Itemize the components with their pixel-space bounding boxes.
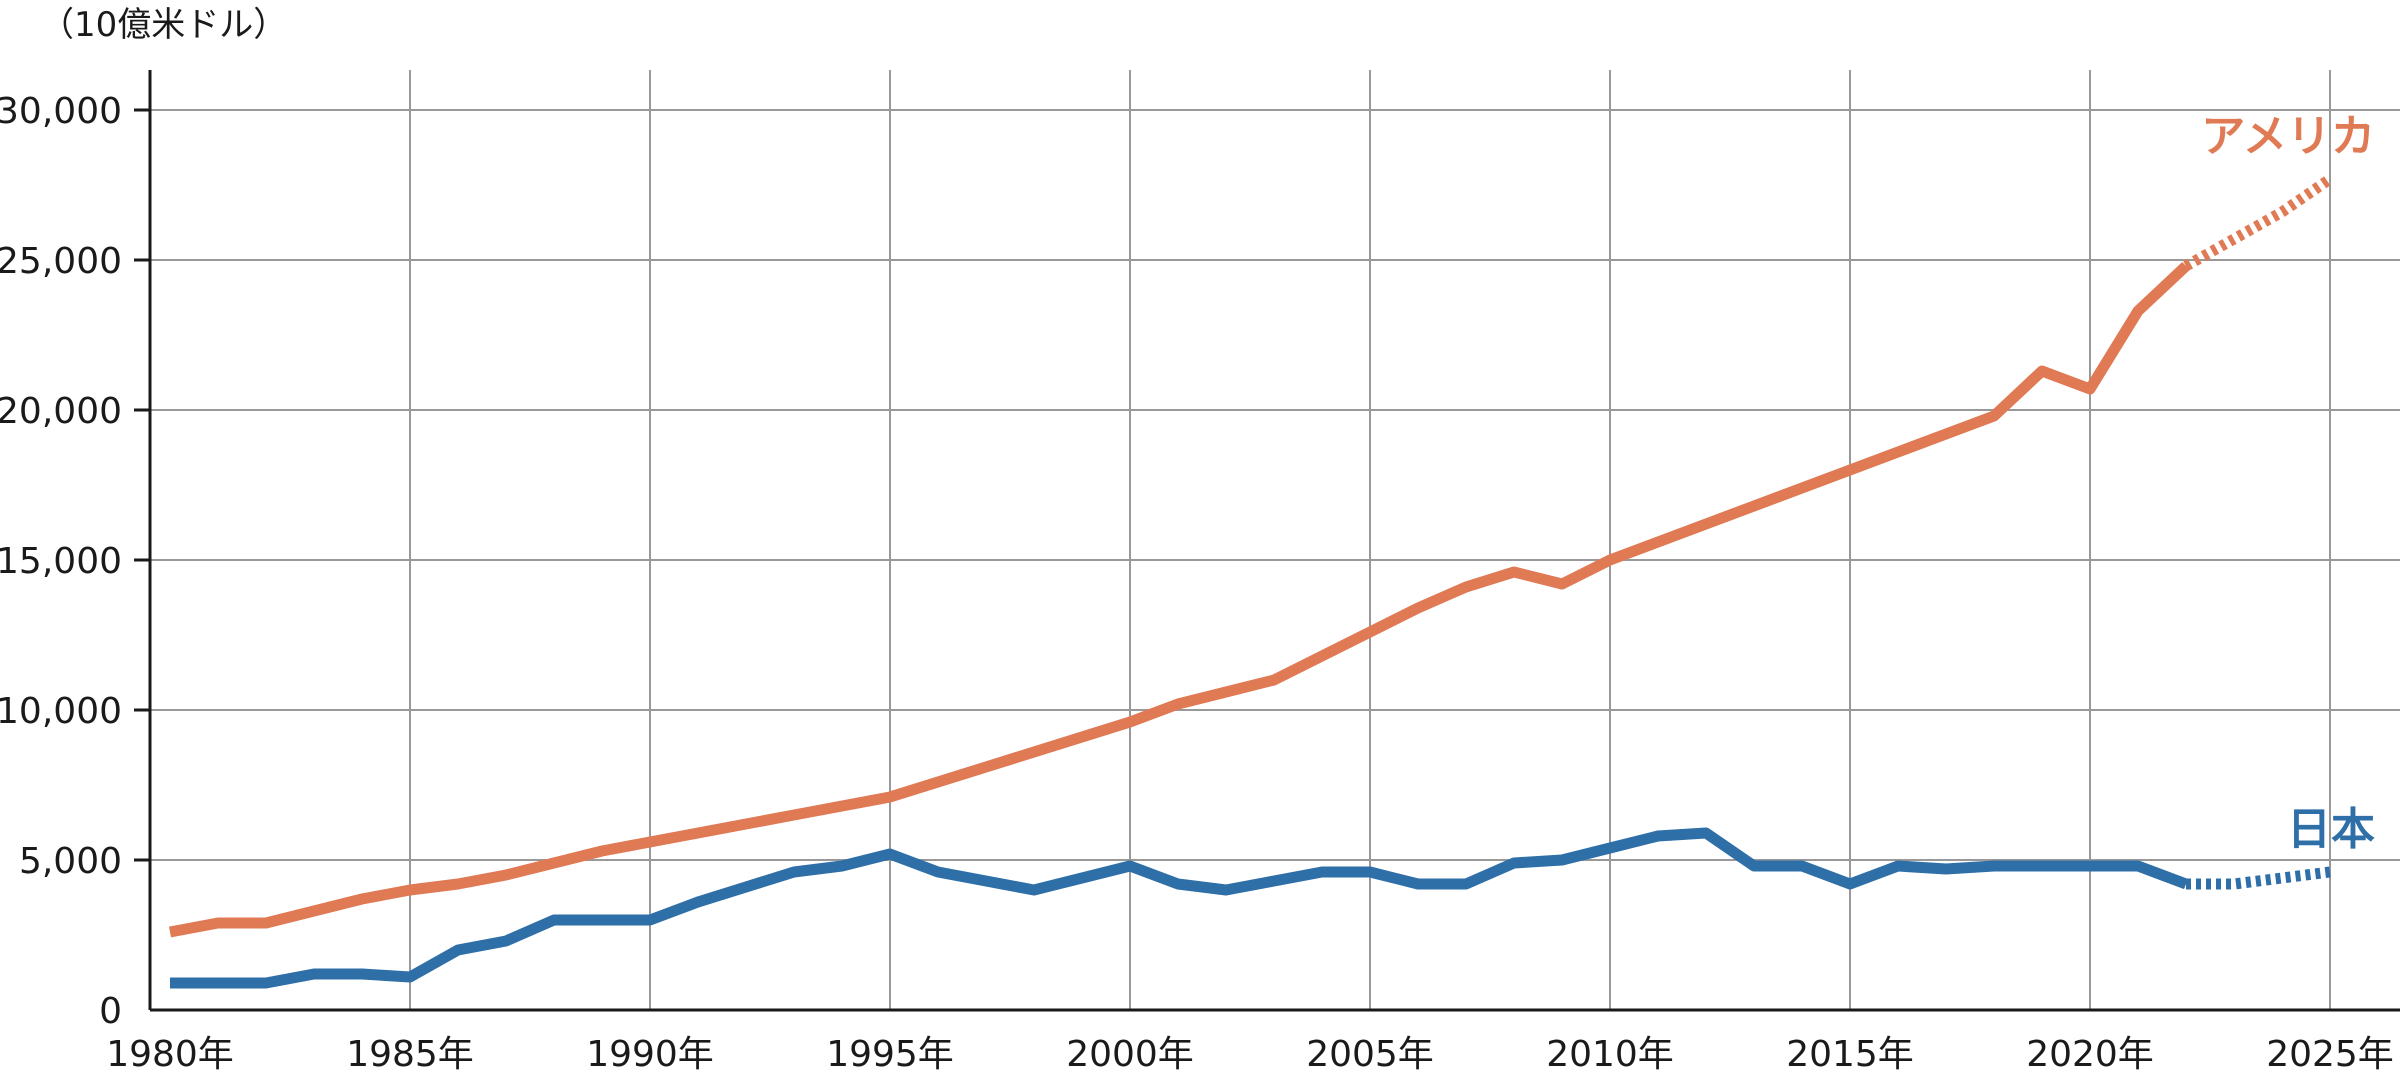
y-tick-label: 10,000: [0, 691, 122, 732]
x-axis-ticks: 1980年 1985年 1990年 1995年 2000年 2005年 2010年 2015年…: [106, 1034, 2394, 1075]
x-tick-label: 2005年: [1306, 1034, 1434, 1075]
x-tick-label: 2010年: [1546, 1034, 1674, 1075]
x-tick-label: 2000年: [1066, 1034, 1194, 1075]
series-label: 日本: [2287, 804, 2375, 855]
series-projection-1: [2186, 866, 2331, 890]
y-tick-label: 15,000: [0, 541, 122, 582]
series-lines: [168, 174, 2334, 989]
y-tick-label: 25,000: [0, 241, 122, 282]
y-tick-label: 20,000: [0, 391, 122, 432]
x-tick-label: 2015年: [1786, 1034, 1914, 1075]
y-axis-ticks: 0 5,000 10,000 15,000 20,000 25,000 30,000: [0, 91, 150, 1032]
x-tick-label: 2020年: [2026, 1034, 2154, 1075]
axes: [148, 70, 2400, 1012]
y-tick-label: 5,000: [19, 841, 122, 882]
series-line-0: [168, 261, 2190, 938]
series-projection-0: [2183, 174, 2334, 271]
x-tick-label: 1990年: [586, 1034, 714, 1075]
x-tick-label: 1980年: [106, 1034, 234, 1075]
x-tick-label: 2025年: [2266, 1034, 2394, 1075]
series-label: アメリカ: [2201, 111, 2375, 162]
x-tick-label: 1985年: [346, 1034, 474, 1075]
y-unit-label: （10億米ドル）: [40, 5, 287, 45]
x-tick-label: 1995年: [826, 1034, 954, 1075]
gridlines: [150, 70, 2400, 1010]
y-tick-label: 0: [99, 991, 122, 1032]
series-line-1: [170, 827, 2188, 989]
y-tick-label: 30,000: [0, 91, 122, 132]
